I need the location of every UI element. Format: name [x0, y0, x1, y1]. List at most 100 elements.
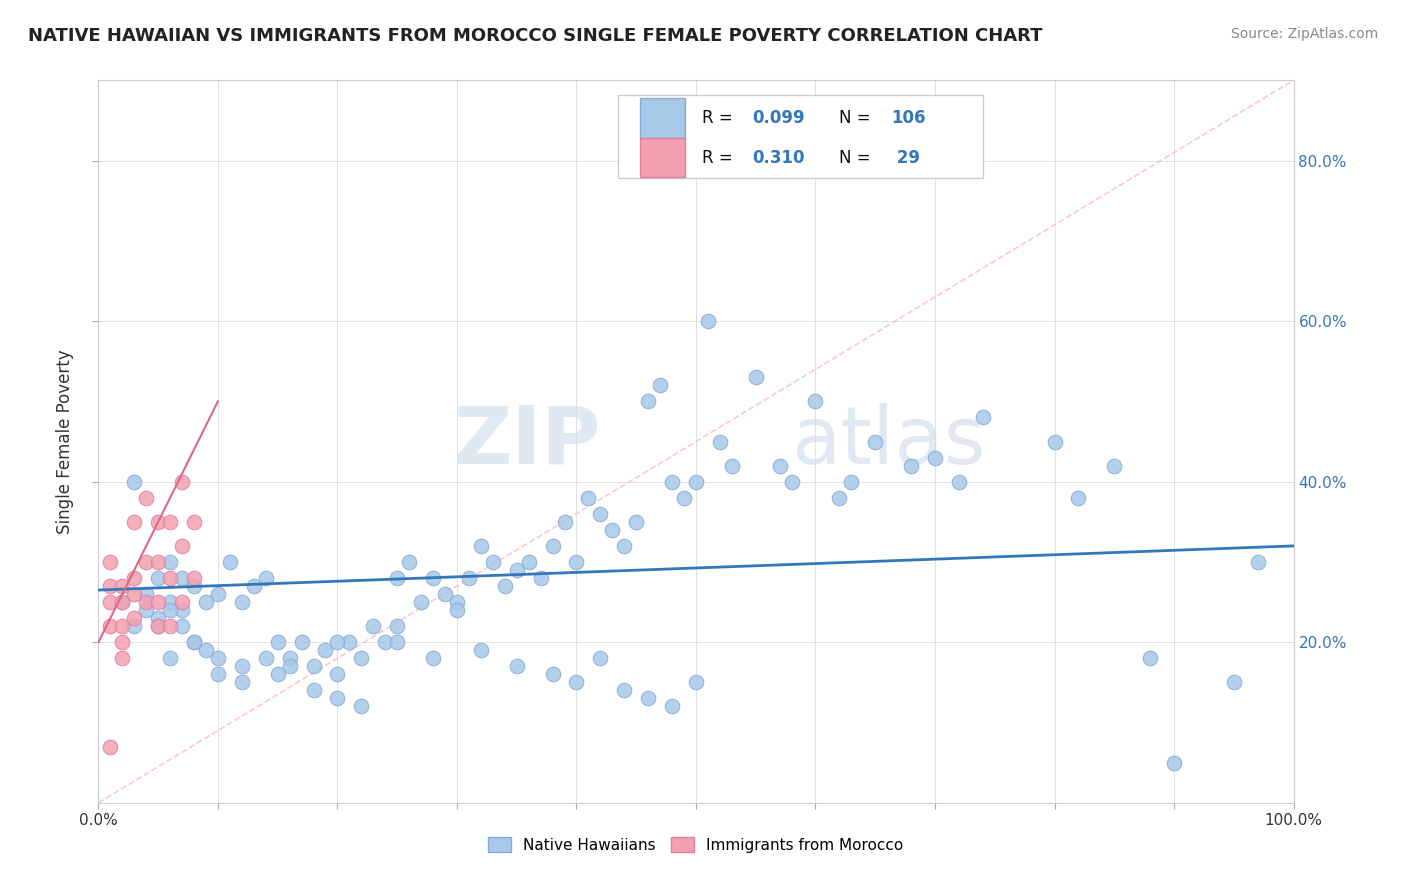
Point	[554, 515, 576, 529]
Point	[267, 667, 290, 681]
Point	[183, 635, 205, 649]
Point	[159, 619, 181, 633]
Point	[363, 619, 385, 633]
Point	[589, 651, 612, 665]
Point	[602, 523, 624, 537]
Point	[124, 587, 146, 601]
Text: 29: 29	[891, 149, 920, 167]
Point	[267, 635, 290, 649]
Point	[148, 619, 170, 633]
Point	[231, 595, 253, 609]
Point	[148, 515, 170, 529]
Point	[637, 394, 659, 409]
Point	[481, 555, 505, 569]
Point	[135, 491, 157, 505]
Point	[339, 635, 361, 649]
FancyBboxPatch shape	[640, 98, 685, 137]
Point	[709, 434, 731, 449]
Point	[302, 683, 325, 698]
Point	[124, 571, 146, 585]
Point	[841, 475, 863, 489]
Point	[135, 603, 157, 617]
Point	[398, 555, 420, 569]
Point	[470, 643, 492, 657]
Point	[506, 563, 529, 577]
Point	[98, 619, 122, 633]
Point	[517, 555, 540, 569]
Point	[768, 458, 790, 473]
Text: R =: R =	[702, 109, 738, 127]
Point	[135, 595, 157, 609]
Point	[685, 675, 707, 690]
Text: Source: ZipAtlas.com: Source: ZipAtlas.com	[1230, 27, 1378, 41]
Point	[446, 595, 468, 609]
Point	[697, 314, 720, 328]
Point	[124, 611, 146, 625]
Point	[148, 595, 170, 609]
Point	[111, 651, 134, 665]
Point	[1104, 458, 1126, 473]
Point	[159, 571, 181, 585]
Point	[804, 394, 827, 409]
Point	[219, 555, 242, 569]
Point	[159, 603, 181, 617]
Point	[195, 643, 218, 657]
Point	[124, 515, 146, 529]
Point	[183, 579, 205, 593]
Point	[98, 739, 122, 754]
Point	[541, 667, 564, 681]
Point	[148, 571, 170, 585]
Point	[350, 699, 373, 714]
Point	[111, 635, 134, 649]
Point	[374, 635, 396, 649]
Point	[446, 603, 468, 617]
Point	[648, 378, 672, 392]
Point	[326, 691, 349, 706]
FancyBboxPatch shape	[640, 137, 685, 178]
Point	[183, 515, 205, 529]
Point	[98, 595, 122, 609]
Point	[745, 370, 768, 384]
Point	[494, 579, 516, 593]
Point	[422, 571, 444, 585]
Point	[135, 555, 157, 569]
Point	[111, 595, 134, 609]
Point	[385, 571, 409, 585]
Point	[124, 475, 146, 489]
Text: ZIP: ZIP	[453, 402, 600, 481]
Point	[385, 635, 409, 649]
Point	[243, 579, 266, 593]
Point	[434, 587, 457, 601]
Point	[1067, 491, 1090, 505]
Point	[565, 555, 588, 569]
Point	[661, 475, 683, 489]
Point	[159, 651, 181, 665]
Point	[207, 667, 229, 681]
Text: R =: R =	[702, 149, 738, 167]
Point	[948, 475, 970, 489]
Point	[111, 579, 134, 593]
Point	[685, 475, 707, 489]
Point	[673, 491, 696, 505]
Point	[1247, 555, 1270, 569]
Point	[470, 539, 492, 553]
Point	[172, 571, 194, 585]
Point	[124, 619, 146, 633]
Point	[183, 571, 205, 585]
Text: 0.310: 0.310	[752, 149, 804, 167]
Point	[326, 667, 349, 681]
Point	[1139, 651, 1161, 665]
Point	[924, 450, 946, 465]
Point	[172, 595, 194, 609]
Point	[350, 651, 373, 665]
Text: N =: N =	[839, 149, 876, 167]
Point	[135, 587, 157, 601]
Point	[172, 539, 194, 553]
Legend: Native Hawaiians, Immigrants from Morocco: Native Hawaiians, Immigrants from Morocc…	[481, 829, 911, 860]
Point	[1043, 434, 1066, 449]
Point	[159, 515, 181, 529]
Point	[865, 434, 887, 449]
Point	[637, 691, 659, 706]
Point	[565, 675, 588, 690]
Point	[231, 675, 253, 690]
